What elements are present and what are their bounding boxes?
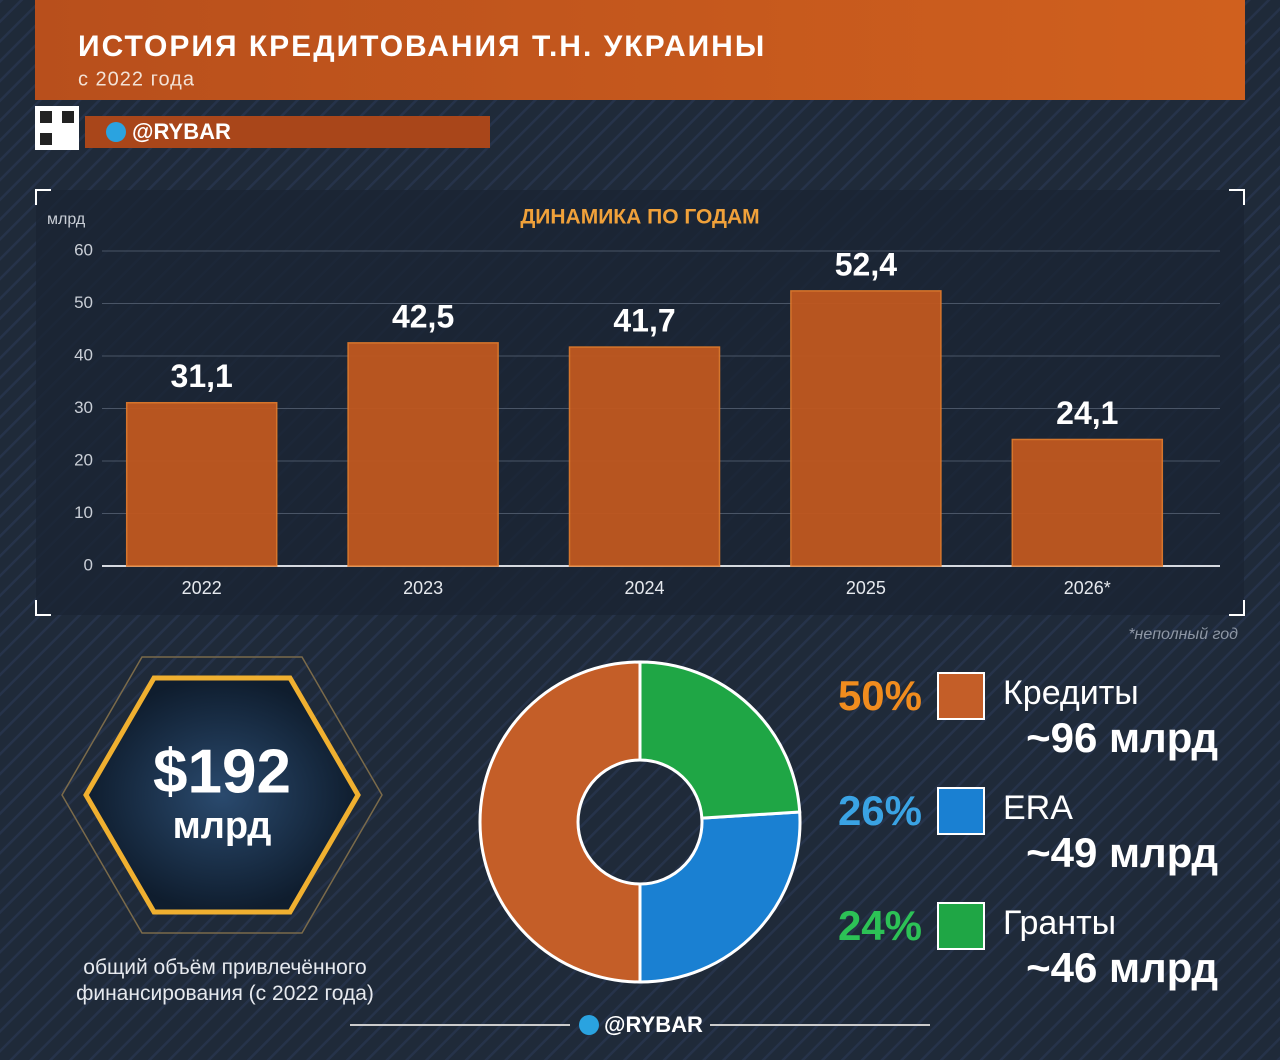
percent-label: 24% xyxy=(838,902,922,949)
y-tick-label: 10 xyxy=(74,503,93,522)
y-tick-label: 60 xyxy=(74,240,93,259)
amount-label: ~49 млрд xyxy=(1026,829,1218,876)
donut-slice xyxy=(478,660,642,984)
frame-corners xyxy=(35,189,1245,616)
percent-label: 26% xyxy=(838,787,922,834)
subtitle: с 2022 года xyxy=(78,68,195,90)
y-tick-label: 40 xyxy=(74,345,93,364)
y-tick-label: 50 xyxy=(74,293,93,312)
bar xyxy=(568,346,721,567)
title: ИСТОРИЯ КРЕДИТОВАНИЯ Т.Н. УКРАИНЫ xyxy=(78,30,766,63)
percent-label: 50% xyxy=(838,672,922,719)
legend-label: Гранты xyxy=(1003,904,1116,942)
legend-label: Кредиты xyxy=(1003,674,1139,712)
header-band xyxy=(35,0,1245,100)
footer-handle: @RYBAR xyxy=(604,1012,703,1037)
value-label: 24,1 xyxy=(1056,395,1118,431)
x-tick-label: 2023 xyxy=(403,578,443,598)
bar xyxy=(125,401,278,567)
legend-swatch xyxy=(937,787,985,835)
telegram-icon xyxy=(106,122,126,142)
value-label: 42,5 xyxy=(392,298,454,334)
bar xyxy=(1011,438,1164,567)
amount-label: ~96 млрд xyxy=(1026,714,1218,761)
note: *неполный год xyxy=(1128,626,1238,643)
legend-swatch xyxy=(937,902,985,950)
y-tick-label: 0 xyxy=(84,555,93,574)
handle: @RYBAR xyxy=(132,119,231,144)
bar xyxy=(790,290,942,567)
hex xyxy=(83,675,361,915)
legend-swatch xyxy=(937,672,985,720)
chart-title: ДИНАМИКА ПО ГОДАМ xyxy=(520,206,759,229)
donut-slice xyxy=(638,810,802,984)
x-tick-label: 2026* xyxy=(1064,578,1111,598)
value-label: 41,7 xyxy=(613,303,675,339)
y-axis-label: млрд xyxy=(47,211,86,228)
value-label: 31,1 xyxy=(171,358,233,394)
donut-slice xyxy=(638,660,802,820)
value-label: 52,4 xyxy=(835,246,897,282)
total-caption: общий объём привлечённого финансирования… xyxy=(76,956,374,1005)
x-tick-label: 2025 xyxy=(846,578,886,598)
amount-label: ~46 млрд xyxy=(1026,944,1218,991)
bar xyxy=(347,342,499,567)
legend-label: ERA xyxy=(1003,789,1073,827)
handle-band xyxy=(85,116,490,148)
y-tick-label: 20 xyxy=(74,450,93,469)
total-amount: $192 xyxy=(153,737,291,806)
y-tick-label: 30 xyxy=(74,398,93,417)
total-unit: млрд xyxy=(173,805,272,847)
hex-outer xyxy=(61,656,383,934)
telegram-icon xyxy=(579,1015,599,1035)
x-tick-label: 2022 xyxy=(182,578,222,598)
x-tick-label: 2024 xyxy=(624,578,664,598)
